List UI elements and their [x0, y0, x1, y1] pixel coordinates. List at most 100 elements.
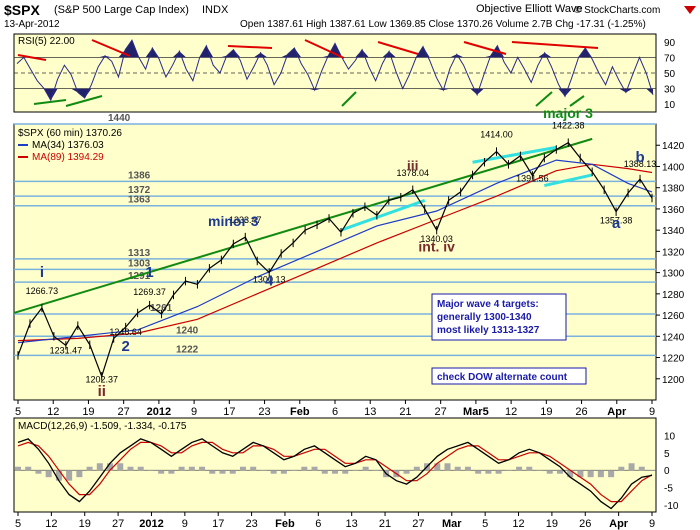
price-tick-label: 1420	[662, 141, 685, 152]
price-value-label: 1391.56	[516, 173, 549, 183]
price-tick-label: 1340	[662, 226, 685, 237]
macd-histogram-bar	[332, 470, 338, 474]
targets-note: Major wave 4 targets: generally 1300-1340…	[431, 293, 567, 341]
rsi-divergence-line	[227, 45, 273, 49]
macd-histogram-bar	[86, 466, 93, 471]
macd-histogram-bar	[536, 470, 543, 471]
rsi-series-line	[16, 39, 654, 102]
macd-histogram-bar	[495, 470, 502, 474]
price-x-tick-label: 12	[505, 406, 517, 418]
macd-histogram-bar	[158, 470, 165, 474]
price-tick-label: 1240	[662, 332, 685, 343]
chart-symbol: $SPX	[4, 2, 40, 18]
macd-histogram-bar	[556, 470, 563, 474]
macd-histogram-bar	[577, 470, 584, 478]
macd-histogram-bar	[250, 466, 257, 471]
price-x-tick-label: 23	[258, 406, 270, 418]
macd-histogram-bar	[188, 466, 195, 471]
macd-histogram-bar	[342, 470, 349, 474]
macd-histogram-bar	[178, 466, 185, 471]
price-level-label: 1240	[176, 325, 199, 336]
price-x-tick-label: 17	[223, 406, 235, 418]
macd-histogram-bar	[403, 470, 410, 474]
macd-x-tick-label: Apr	[609, 518, 629, 530]
macd-histogram-bar	[597, 470, 604, 478]
price-tick-label: 1260	[662, 311, 685, 322]
price-tick-label: 1300	[662, 269, 685, 280]
wave-label: 4	[265, 272, 274, 289]
macd-histogram-bar	[464, 466, 471, 471]
price-x-tick-label: Apr	[607, 406, 627, 418]
targets-note-box	[431, 293, 567, 341]
price-value-label: 1378.04	[396, 168, 429, 178]
wave-label: a	[612, 215, 621, 232]
wave-label: ii	[98, 383, 106, 400]
spx-price-line	[17, 141, 653, 379]
macd-histogram-bar	[168, 470, 175, 474]
rsi-divergence-line	[304, 39, 345, 59]
macd-x-tick-label: 26	[579, 518, 591, 530]
price-tick-label: 1200	[662, 375, 685, 386]
macd-histogram-bar	[45, 470, 52, 478]
price-value-label: 1388.13	[624, 159, 657, 169]
price-tick-label: 1360	[662, 205, 685, 216]
price-value-label: 1231.47	[50, 345, 83, 355]
price-tick-label: 1280	[662, 290, 685, 301]
macd-histogram-bar	[301, 466, 308, 471]
macd-x-tick-label: 27	[412, 518, 424, 530]
rsi-tick-label: 30	[664, 85, 676, 96]
rsi-trend-line	[65, 95, 103, 107]
price-trend-line	[13, 137, 593, 314]
price-x-tick-label: 2012	[147, 406, 171, 418]
macd-histogram-bar	[434, 463, 441, 471]
price-x-tick-label: 27	[118, 406, 130, 418]
macd-histogram-bar	[567, 470, 574, 478]
macd-x-tick-label: 19	[79, 518, 91, 530]
macd-histogram-bar	[608, 470, 615, 478]
price-value-label: 1333.47	[229, 215, 262, 225]
macd-histogram-bar	[35, 470, 42, 474]
macd-histogram-bar	[239, 466, 246, 471]
price-channel-line	[340, 199, 426, 232]
macd-x-tick-label: 27	[112, 518, 124, 530]
macd-histogram-bar	[76, 470, 83, 478]
rsi-overbought-fill	[17, 40, 653, 58]
targets-note-line: Major wave 4 targets:	[437, 299, 539, 310]
price-tick-label: 1220	[662, 354, 685, 365]
macd-x-tick-label: 9	[182, 518, 188, 530]
macd-histogram-bar	[280, 470, 287, 474]
price-value-label: 1340.03	[420, 234, 453, 244]
macd-histogram-bar	[260, 470, 267, 471]
rsi-trend-line	[33, 99, 67, 105]
macd-histogram-bar	[66, 470, 73, 481]
macd-histogram-bar	[96, 463, 103, 471]
price-level-label: 1261	[150, 303, 173, 314]
price-channel-line	[544, 173, 593, 188]
macd-histogram-bar	[362, 466, 369, 471]
macd-legend-label: MACD(12,26,9) -1.509, -1.334, -0.175	[18, 421, 187, 432]
wave-label: 1	[145, 264, 153, 281]
price-x-tick-label: 9	[649, 406, 655, 418]
macd-histogram-bar	[352, 470, 359, 471]
macd-histogram-bar	[219, 470, 226, 474]
price-tick-label: 1400	[662, 162, 685, 173]
price-value-label: 1202.37	[85, 374, 118, 384]
price-value-label: 1414.00	[480, 130, 513, 140]
legend-ma34-label: MA(34) 1376.03	[32, 140, 104, 151]
price-x-tick-label: 12	[47, 406, 59, 418]
wave-label: int. iv	[418, 238, 455, 254]
rsi-divergence-line	[463, 41, 507, 55]
targets-note-line: generally 1300-1340	[437, 312, 532, 323]
price-level-label: 1303	[128, 258, 151, 269]
rsi-legend-label: RSI(5) 22.00	[18, 36, 75, 47]
macd-histogram-bar	[444, 463, 451, 471]
macd-histogram-bar	[25, 466, 32, 471]
macd-x-tick-label: 6	[315, 518, 321, 530]
rsi-divergence-line	[511, 41, 599, 49]
price-value-label: 1266.73	[26, 286, 59, 296]
macd-histogram-bar	[618, 466, 625, 471]
macd-tick-label: 10	[664, 431, 676, 442]
